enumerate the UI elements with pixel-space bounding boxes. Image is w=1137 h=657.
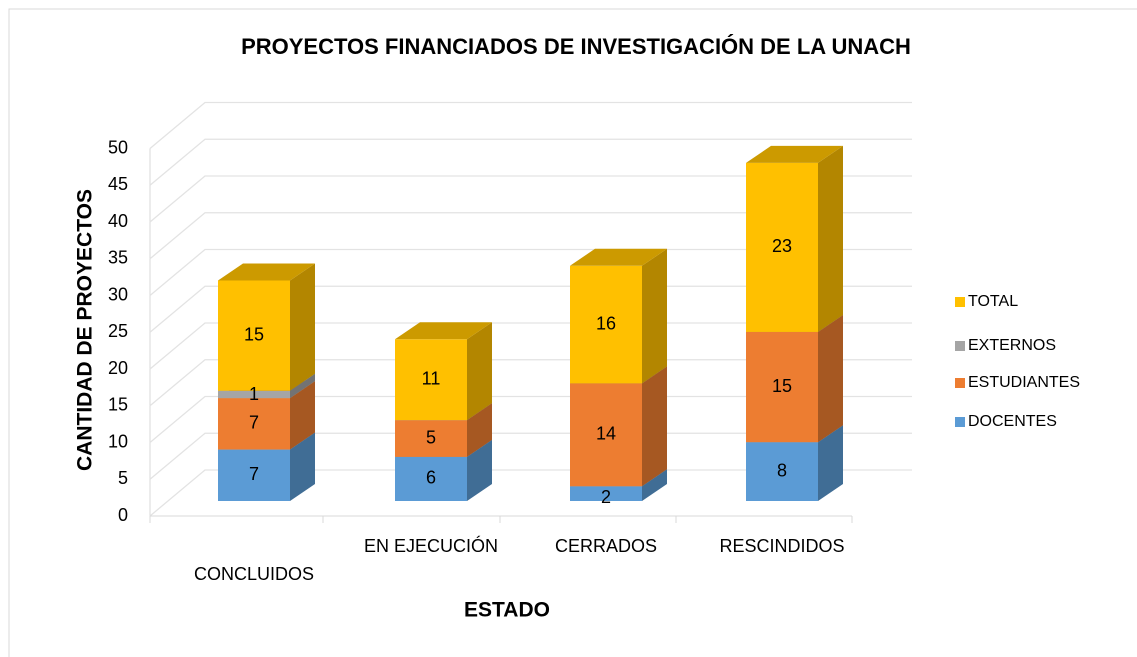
grid-line (149, 469, 912, 517)
data-label: 14 (596, 424, 616, 444)
bar-side (818, 425, 843, 501)
legend-swatch (955, 417, 965, 427)
data-label: 8 (777, 460, 787, 480)
bar-side (818, 145, 843, 332)
bar-segment (218, 263, 315, 391)
data-label: 23 (772, 236, 792, 256)
y-axis-title: CANTIDAD DE PROYECTOS (74, 189, 97, 471)
x-axis-title: ESTADO (464, 599, 550, 622)
bar-front (746, 331, 818, 443)
y-tick-label: 50 (108, 137, 128, 157)
x-tick-label: CERRADOS (555, 536, 657, 556)
bar-side (290, 373, 315, 399)
x-tick-label: EN EJECUCIÓN (364, 535, 498, 556)
grid-line (149, 432, 912, 480)
x-tick-label: CONCLUIDOS (194, 564, 314, 584)
legend-label: ESTUDIANTES (968, 374, 1080, 391)
bar-front (218, 449, 290, 501)
y-tick-label: 45 (108, 174, 128, 194)
bar-front (395, 339, 467, 421)
bar-front (395, 420, 467, 457)
data-label: 7 (249, 413, 259, 433)
grid-line (149, 359, 912, 407)
bar-front (570, 383, 642, 487)
data-label: 5 (426, 427, 436, 447)
y-tick-label: 10 (108, 431, 128, 451)
y-tick-label: 0 (118, 505, 128, 525)
legend-label: DOCENTES (968, 413, 1057, 430)
grid-line (149, 285, 912, 333)
bar-segment (570, 248, 667, 384)
legend-swatch (955, 297, 965, 307)
chart-title: PROYECTOS FINANCIADOS DE INVESTIGACIÓN D… (241, 34, 911, 59)
bar-side (642, 469, 667, 501)
bar-front (570, 486, 642, 501)
bar-front (218, 390, 290, 399)
grid-line (149, 101, 912, 149)
bar-front (218, 280, 290, 391)
bar-side (290, 432, 315, 501)
data-label: 2 (601, 487, 611, 507)
grid-line (149, 175, 912, 223)
legend-label: EXTERNOS (968, 337, 1056, 354)
bars (218, 145, 843, 501)
y-tick-label: 25 (108, 321, 128, 341)
bar-segment (746, 425, 843, 501)
bar-top (395, 322, 492, 340)
bar-front (218, 398, 290, 450)
grid-line (149, 248, 912, 296)
bar-front (746, 442, 818, 501)
data-label: 1 (249, 384, 259, 404)
bar-segment (570, 366, 667, 487)
bar-side (642, 248, 667, 384)
data-label: 6 (426, 468, 436, 488)
y-tick-label: 20 (108, 358, 128, 378)
legend-swatch (955, 378, 965, 388)
bar-side (818, 314, 843, 443)
bar-top (218, 263, 315, 281)
bar-side (290, 263, 315, 391)
grid-line (149, 395, 912, 443)
bar-front (395, 456, 467, 501)
y-tick-label: 40 (108, 211, 128, 231)
chart-border (8, 8, 1137, 657)
grid-line (149, 138, 912, 186)
grid-line (149, 212, 912, 260)
bar-side (467, 403, 492, 457)
bar-segment (746, 145, 843, 332)
bar-front (570, 265, 642, 384)
grid (149, 101, 912, 523)
legend-label: TOTAL (968, 293, 1018, 310)
bar-side (467, 439, 492, 501)
data-label: 15 (772, 376, 792, 396)
x-tick-label: RESCINDIDOS (719, 536, 844, 556)
data-label: 15 (244, 324, 264, 344)
bar-top (746, 145, 843, 163)
y-tick-label: 15 (108, 395, 128, 415)
legend-swatch (955, 341, 965, 351)
y-tick-label: 30 (108, 284, 128, 304)
data-label: 7 (249, 464, 259, 484)
bar-segment (746, 314, 843, 443)
bar-top (570, 248, 667, 266)
bar-front (746, 162, 818, 332)
bar-segment (395, 322, 492, 421)
y-tick-label: 5 (118, 468, 128, 488)
bar-side (642, 366, 667, 487)
grid-line (149, 322, 912, 370)
bar-side (467, 322, 492, 421)
bar-side (290, 381, 315, 450)
data-label: 16 (596, 313, 616, 333)
data-label: 11 (422, 368, 441, 388)
y-tick-label: 35 (108, 248, 128, 268)
